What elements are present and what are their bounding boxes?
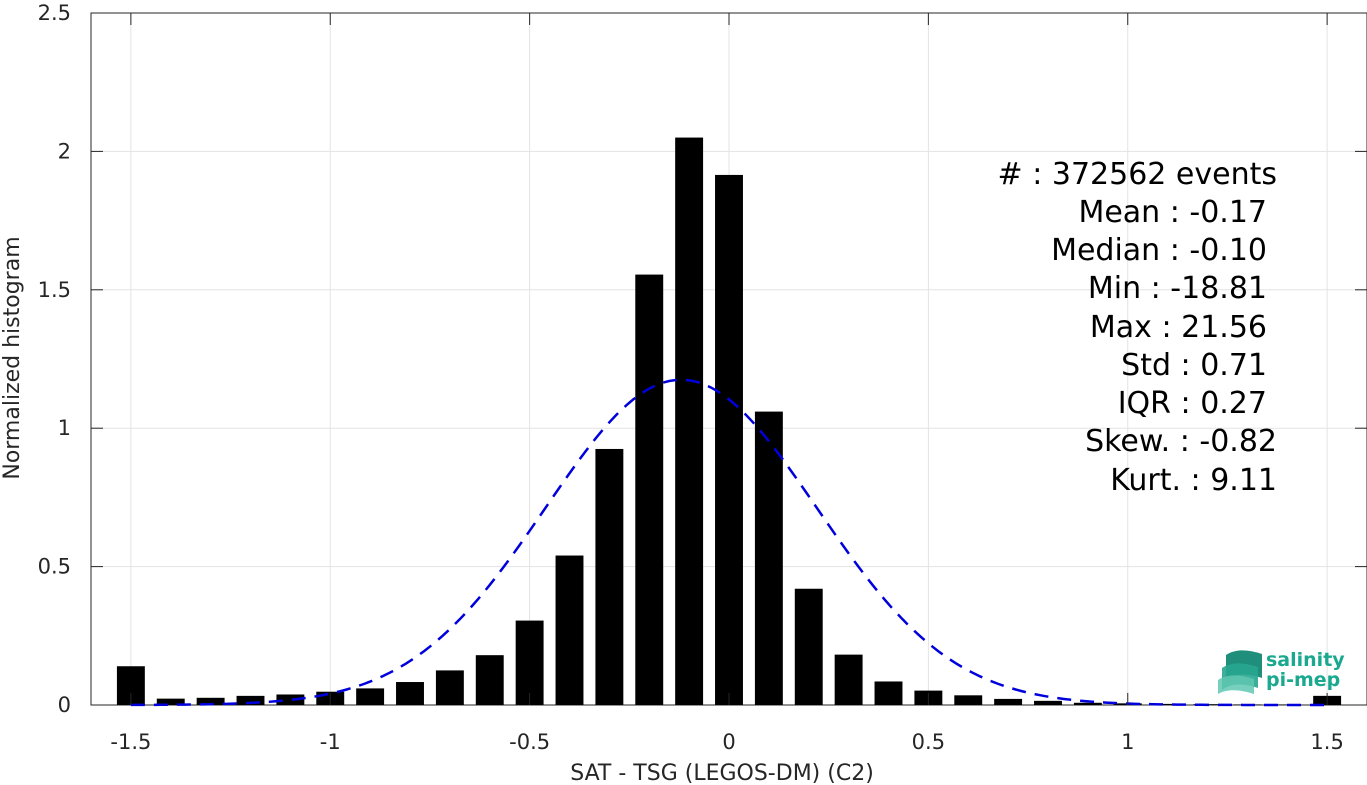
histogram-bar bbox=[874, 681, 903, 705]
histogram-bar bbox=[196, 697, 225, 705]
histogram-bar bbox=[715, 174, 743, 706]
x-tick-label: 1.5 bbox=[1310, 730, 1343, 754]
x-tick-label: 0 bbox=[722, 730, 735, 754]
x-axis-label: SAT - TSG (LEGOS-DM) (C2) bbox=[570, 761, 874, 785]
wave-logo-icon bbox=[1218, 650, 1262, 694]
histogram-bar bbox=[475, 655, 504, 705]
y-tick-label: 1.5 bbox=[38, 278, 71, 302]
stat-median: Median : -0.10 bbox=[1051, 233, 1267, 268]
histogram-bar bbox=[994, 698, 1023, 705]
histogram-bar bbox=[356, 688, 385, 705]
histogram-bar bbox=[1153, 703, 1182, 705]
y-tick-label: 2.5 bbox=[38, 1, 71, 25]
x-tick-label: 1 bbox=[1121, 730, 1134, 754]
histogram-bar bbox=[675, 137, 704, 705]
y-tick-label: 0.5 bbox=[38, 555, 71, 579]
logo-line1: salinity bbox=[1266, 649, 1345, 671]
y-tick-label: 1 bbox=[58, 416, 71, 440]
histogram-bar bbox=[555, 555, 584, 705]
stat-iqr: IQR : 0.27 bbox=[1118, 386, 1267, 421]
histogram-bar bbox=[1073, 702, 1102, 705]
stats-annotation: # : 372562 events Mean : -0.17 Median : … bbox=[998, 157, 1277, 498]
histogram-bars bbox=[116, 137, 1342, 706]
histogram-bar bbox=[236, 695, 265, 705]
logo-line2: pi-mep bbox=[1266, 669, 1340, 691]
stat-kurt: Kurt. : 9.11 bbox=[1110, 463, 1277, 498]
x-tick-label: -1 bbox=[320, 730, 341, 754]
histogram-bar bbox=[635, 274, 664, 705]
y-tick-label: 0 bbox=[58, 693, 71, 717]
stat-std: Std : 0.71 bbox=[1121, 348, 1267, 383]
histogram-bar bbox=[754, 411, 783, 705]
histogram-bar bbox=[1034, 700, 1062, 705]
histogram-bar bbox=[156, 698, 185, 705]
histogram-bar bbox=[435, 670, 464, 705]
x-tick-label: -1.5 bbox=[110, 730, 151, 754]
histogram-bar bbox=[834, 654, 863, 705]
histogram-bar bbox=[276, 694, 305, 705]
histogram-bar bbox=[794, 588, 823, 705]
histogram-bar bbox=[396, 682, 424, 705]
stat-events: # : 372562 events bbox=[998, 157, 1277, 192]
stat-min: Min : -18.81 bbox=[1088, 271, 1267, 306]
salinity-pi-mep-logo: salinity pi-mep bbox=[1218, 649, 1345, 694]
axis-ticks: -1.5 -1 -0.5 0 0.5 1 1.5 0 0.5 1 1.5 2 2.5 bbox=[38, 1, 1367, 754]
y-tick-label: 2 bbox=[58, 139, 71, 163]
y-axis-label: Normalized histogram bbox=[0, 236, 25, 479]
stat-mean: Mean : -0.17 bbox=[1078, 195, 1267, 230]
x-tick-label: -0.5 bbox=[509, 730, 550, 754]
stat-skew: Skew. : -0.82 bbox=[1085, 424, 1277, 459]
histogram-bar bbox=[954, 695, 983, 705]
histogram-bar bbox=[515, 620, 544, 705]
x-tick-label: 0.5 bbox=[912, 730, 945, 754]
histogram-bar bbox=[595, 448, 624, 705]
stat-max: Max : 21.56 bbox=[1090, 310, 1267, 345]
